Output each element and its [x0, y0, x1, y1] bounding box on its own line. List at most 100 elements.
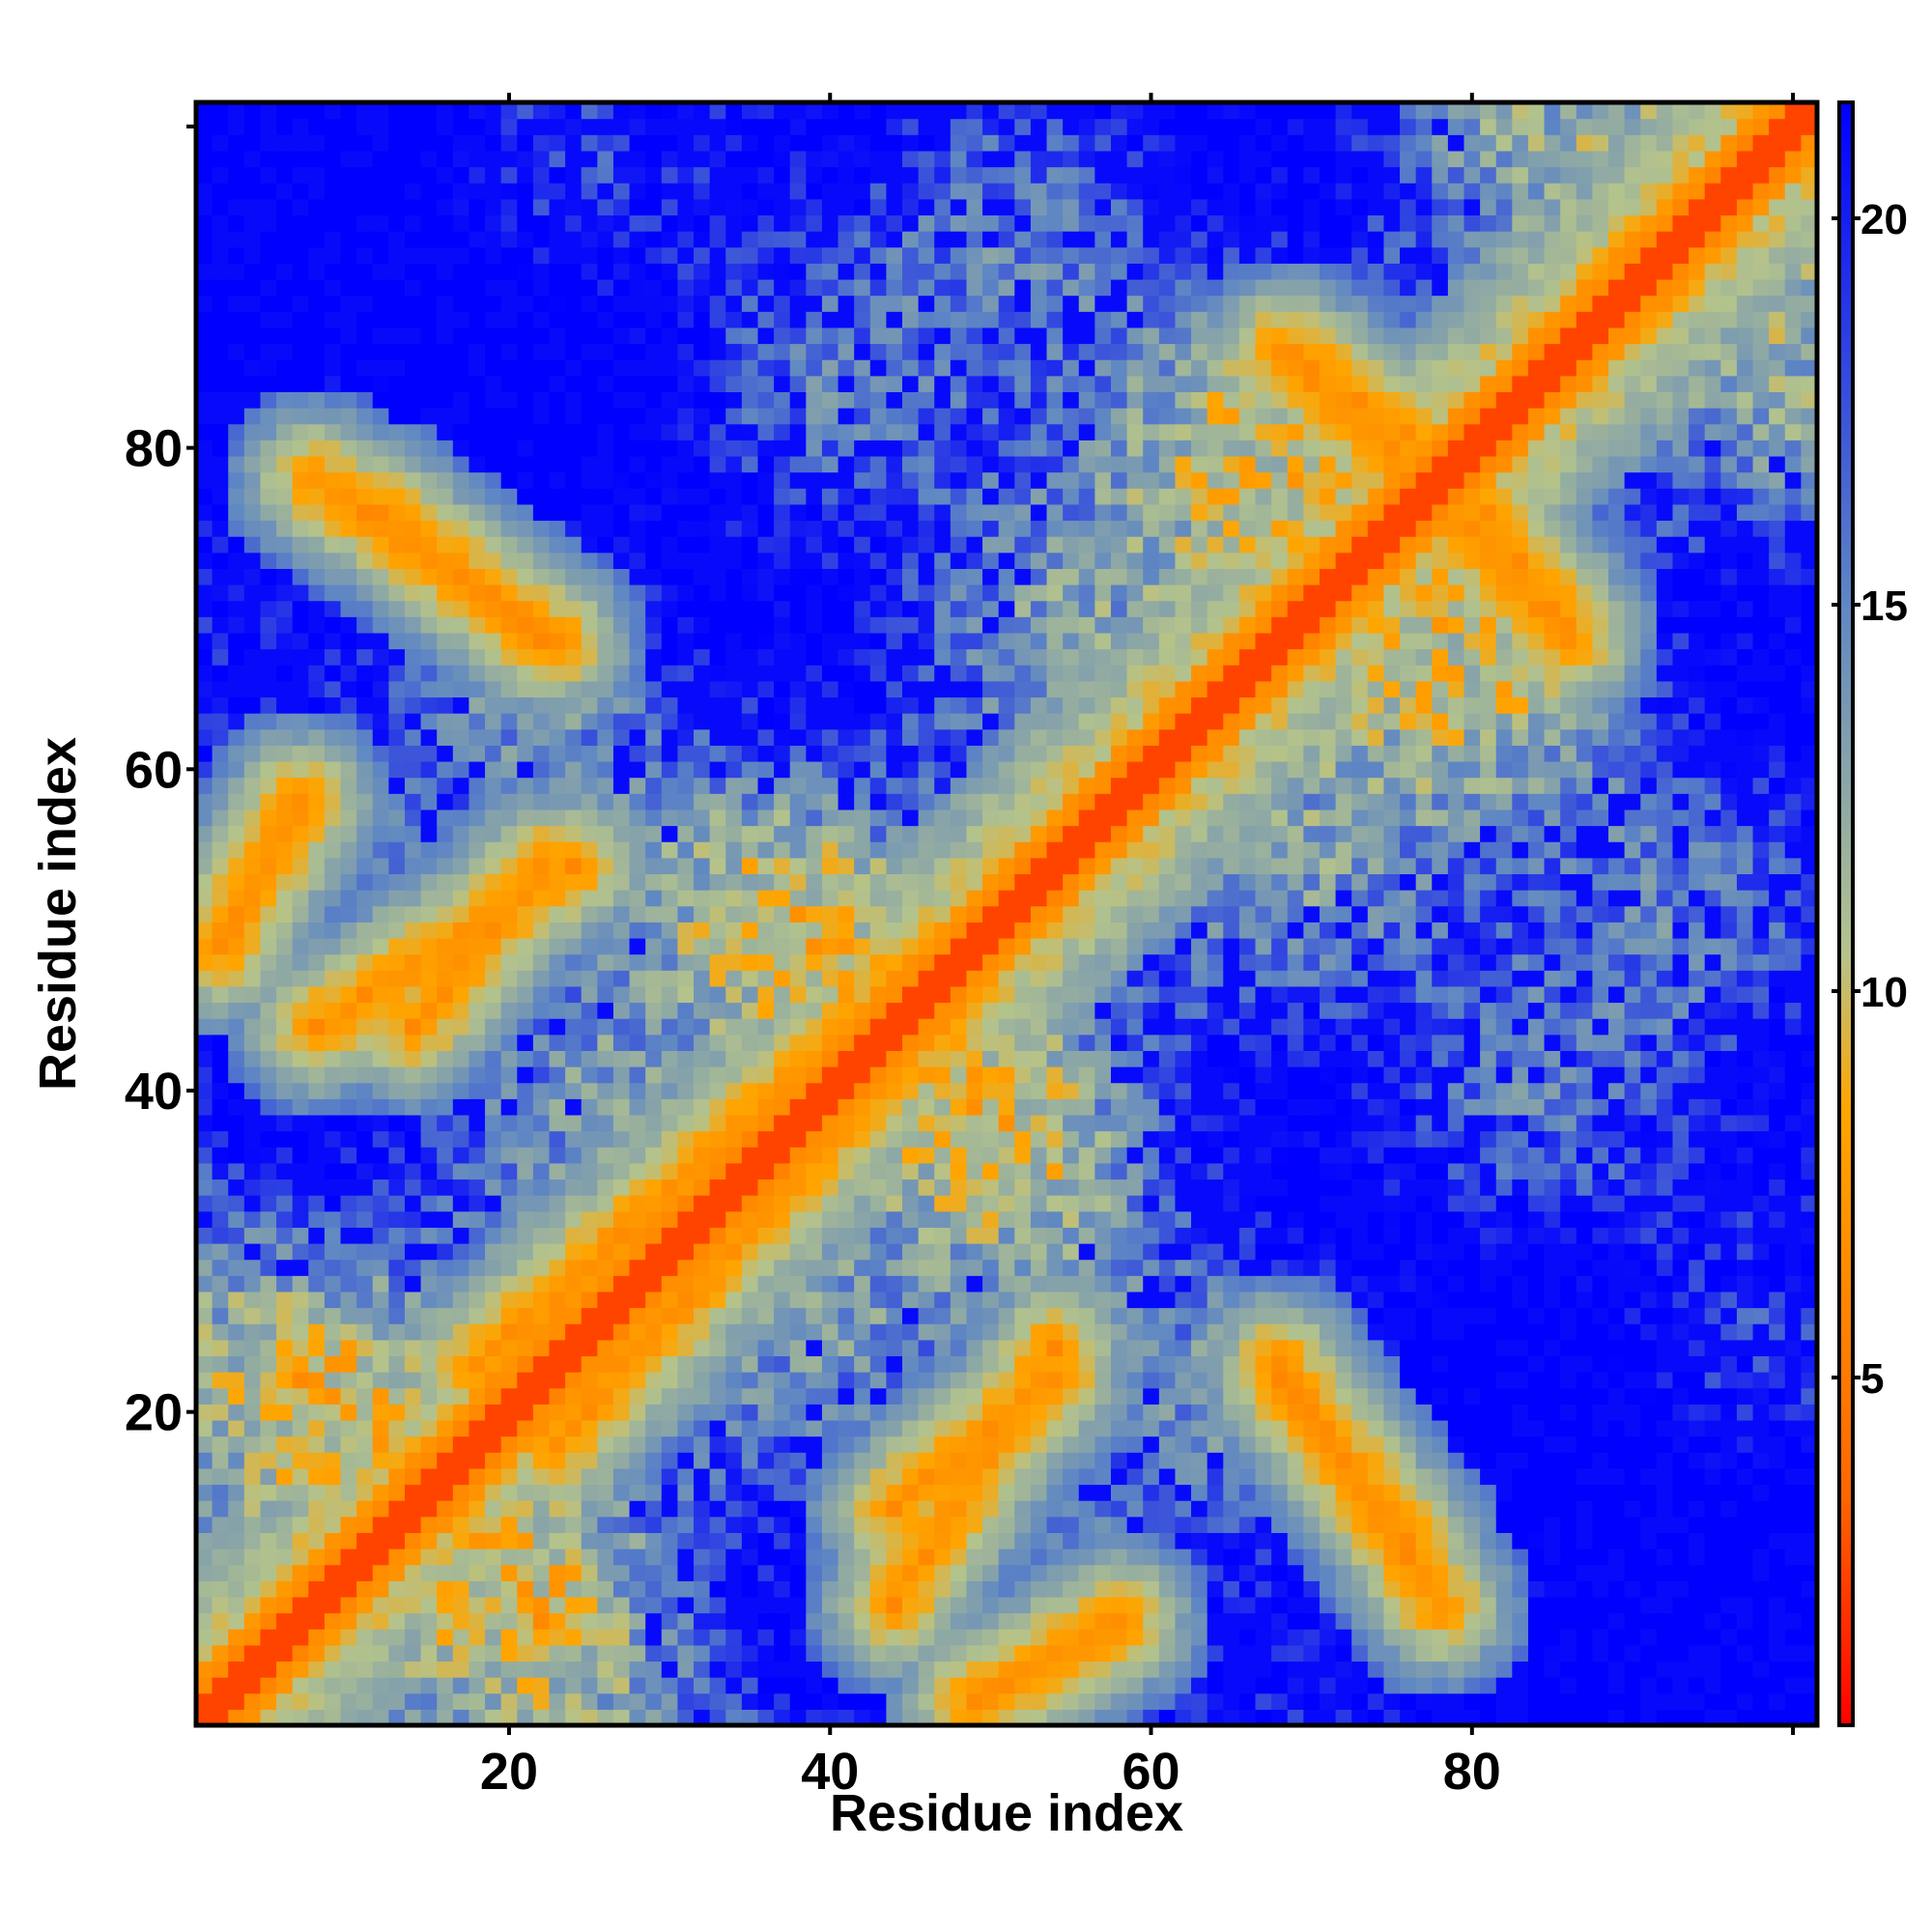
heatmap-cell: [757, 134, 775, 152]
heatmap-cell: [276, 278, 294, 297]
heatmap-cell: [420, 1372, 438, 1389]
heatmap-cell: [420, 278, 438, 297]
heatmap-cell: [196, 1467, 213, 1486]
heatmap-cell: [982, 1339, 1000, 1357]
heatmap-cell: [565, 809, 582, 827]
heatmap-cell: [372, 1516, 389, 1533]
heatmap-cell: [645, 246, 663, 264]
heatmap-cell: [243, 825, 262, 842]
heatmap-cell: [420, 937, 438, 955]
heatmap-cell: [838, 1404, 855, 1421]
heatmap-cell: [774, 183, 791, 200]
heatmap-cell: [532, 503, 551, 522]
heatmap-cell: [694, 552, 711, 569]
heatmap-cell: [452, 1018, 470, 1036]
heatmap-cell: [838, 809, 855, 827]
heatmap-cell: [757, 728, 775, 746]
heatmap-cell: [821, 214, 839, 232]
heatmap-cell: [292, 1275, 309, 1293]
heatmap-cell: [789, 1580, 807, 1598]
heatmap-cell: [774, 1002, 791, 1019]
heatmap-cell: [212, 150, 229, 168]
heatmap-cell: [629, 552, 646, 569]
heatmap-cell: [757, 263, 775, 280]
heatmap-cell: [612, 1050, 631, 1067]
heatmap-cell: [597, 600, 614, 617]
heatmap-cell: [677, 1467, 695, 1486]
heatmap-cell: [228, 1612, 245, 1630]
heatmap-cell: [388, 568, 406, 585]
heatmap-cell: [629, 857, 646, 875]
heatmap-cell: [420, 985, 438, 1004]
heatmap-cell: [869, 905, 887, 923]
heatmap-cell: [694, 1532, 711, 1549]
heatmap-cell: [372, 359, 389, 377]
heatmap-cell: [918, 584, 935, 602]
heatmap-cell: [549, 520, 566, 537]
heatmap-cell: [340, 214, 357, 232]
heatmap-cell: [966, 150, 983, 168]
heatmap-cell: [500, 1435, 518, 1453]
heatmap-cell: [388, 1066, 406, 1084]
heatmap-cell: [694, 343, 711, 360]
heatmap-cell: [532, 1435, 551, 1453]
heatmap-cell: [950, 1018, 968, 1036]
heatmap-cell: [452, 375, 470, 392]
heatmap-cell: [902, 1227, 920, 1244]
heatmap-cell: [854, 1564, 871, 1581]
heatmap-cell: [276, 1018, 294, 1036]
heatmap-cell: [404, 728, 422, 746]
heatmap-cell: [196, 890, 213, 907]
heatmap-cell: [950, 793, 968, 810]
heatmap-cell: [437, 1467, 454, 1486]
heatmap-cell: [821, 1114, 839, 1132]
heatmap-cell: [806, 1066, 823, 1084]
heatmap-cell: [869, 777, 887, 794]
heatmap-cell: [340, 1162, 357, 1180]
heatmap-cell: [549, 1467, 566, 1486]
heatmap-cell: [243, 455, 262, 473]
heatmap-cell: [886, 1435, 903, 1453]
heatmap-cell: [950, 1227, 968, 1244]
heatmap-cell: [292, 1484, 309, 1501]
heatmap-cell: [694, 471, 711, 489]
heatmap-cell: [260, 1419, 277, 1437]
heatmap-cell: [838, 1259, 855, 1276]
heatmap-cell: [485, 1500, 502, 1518]
heatmap-cell: [388, 890, 406, 907]
heatmap-cell: [821, 1709, 839, 1726]
heatmap-cell: [934, 1147, 952, 1164]
heatmap-cell: [677, 873, 695, 891]
heatmap-cell: [597, 552, 614, 569]
heatmap-cell: [243, 985, 262, 1004]
heatmap-cell: [629, 985, 646, 1004]
heatmap-cell: [276, 632, 294, 650]
heatmap-cell: [485, 359, 502, 377]
heatmap-cell: [500, 1548, 518, 1566]
heatmap-cell: [918, 937, 935, 955]
heatmap-cell: [324, 584, 342, 602]
heatmap-cell: [276, 455, 294, 473]
heatmap-cell: [966, 166, 983, 184]
heatmap-cell: [243, 680, 262, 698]
heatmap-cell: [629, 488, 646, 505]
heatmap-cell: [774, 1339, 791, 1357]
heatmap-cell: [549, 1500, 566, 1518]
heatmap-cell: [356, 471, 374, 489]
heatmap-cell: [806, 408, 823, 425]
heatmap-cell: [741, 1147, 759, 1164]
heatmap-cell: [276, 503, 294, 522]
heatmap-cell: [902, 809, 920, 827]
heatmap-cell: [757, 1339, 775, 1357]
heatmap-cell: [276, 1516, 294, 1533]
heatmap-cell: [982, 1066, 1000, 1084]
heatmap-cell: [324, 841, 342, 859]
heatmap-cell: [741, 1162, 759, 1180]
heatmap-cell: [420, 1677, 438, 1694]
heatmap-cell: [757, 198, 775, 216]
heatmap-cell: [918, 568, 935, 585]
heatmap-cell: [869, 423, 887, 440]
heatmap-cell: [356, 1018, 374, 1036]
heatmap-cell: [420, 1500, 438, 1518]
heatmap-cell: [212, 1500, 229, 1518]
